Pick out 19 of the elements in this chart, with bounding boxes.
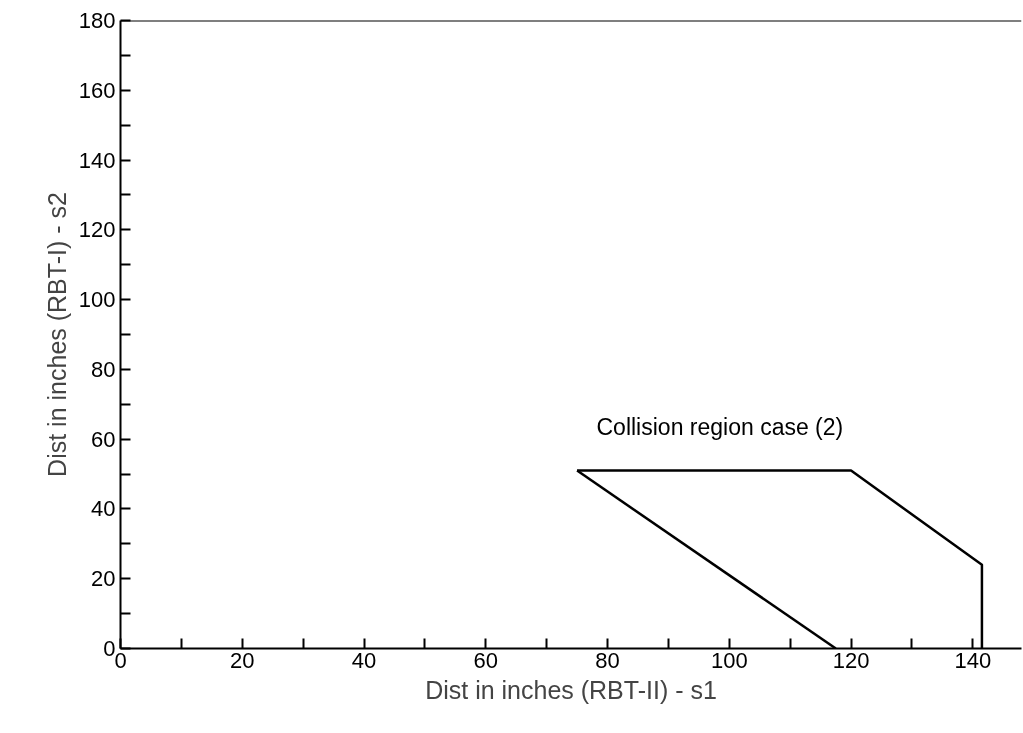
y-tick-label: 20 — [91, 566, 116, 592]
x-axis-title: Dist in inches (RBT-II) - s1 — [425, 675, 717, 704]
annotation: Collision region case (2) — [596, 413, 844, 440]
y-tick-label: 120 — [78, 217, 116, 243]
x-tick-label: 120 — [832, 647, 870, 673]
x-tick-label: 100 — [710, 647, 748, 673]
y-tick-label: 60 — [91, 426, 116, 452]
y-tick-label: 80 — [91, 356, 116, 382]
y-tick-label: 160 — [78, 77, 116, 103]
x-tick-label: 80 — [595, 647, 620, 673]
x-tick-label: 40 — [351, 647, 377, 673]
x-tick-label: 140 — [954, 647, 992, 673]
y-tick-label: 100 — [78, 287, 116, 313]
x-tick-label: 20 — [230, 647, 255, 673]
y-tick-label: 40 — [91, 496, 116, 522]
y-tick-label: 140 — [78, 147, 116, 173]
y-axis-title: Dist in inches (RBT-I) - s2 — [42, 192, 71, 477]
x-tick-label: 60 — [473, 647, 499, 673]
y-tick-label: 180 — [78, 8, 116, 33]
